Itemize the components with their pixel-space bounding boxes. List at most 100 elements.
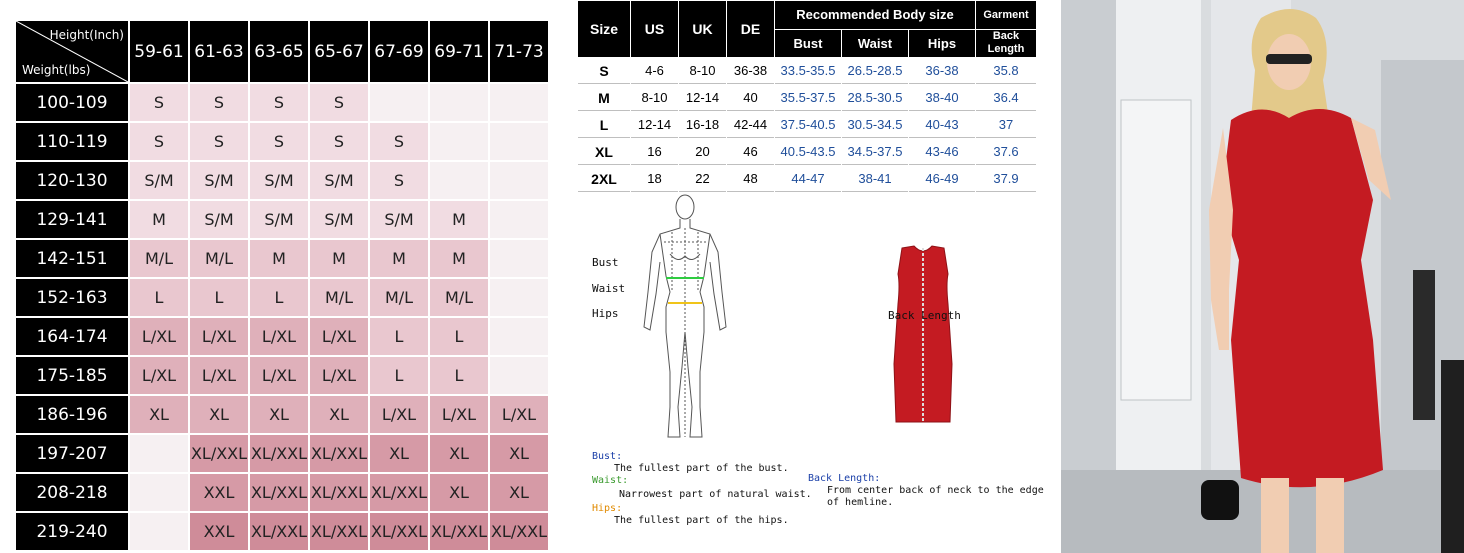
measurement-notes-left: Bust: The fullest part of the bust. Wais… <box>592 451 812 527</box>
size-cell <box>430 84 488 121</box>
height-header: 63-65 <box>250 21 308 82</box>
size-chart-de-cell: 40 <box>727 85 774 111</box>
note-hips-text: The fullest part of the hips. <box>614 515 789 526</box>
size-cell: M/L <box>370 279 428 316</box>
height-header: 69-71 <box>430 21 488 82</box>
hips-header: Hips <box>909 29 975 57</box>
size-chart-size-cell: XL <box>578 139 630 165</box>
size-cell: L/XL <box>190 318 248 355</box>
size-header: Size <box>578 1 630 57</box>
grid-row: 120-130 S/M S/M S/M S/M S <box>16 162 548 199</box>
size-chart-us-cell: 8-10 <box>631 85 678 111</box>
size-chart-hips-cell: 46-49 <box>909 166 975 192</box>
size-cell: S/M <box>250 162 308 199</box>
size-cell: XL <box>130 396 188 433</box>
size-chart-uk-cell: 8-10 <box>679 58 726 84</box>
size-cell <box>490 201 548 238</box>
size-chart-table: Size US UK DE Recommended Body size Garm… <box>577 0 1037 193</box>
size-cell: S/M <box>310 162 368 199</box>
size-chart-row: L 12-14 16-18 42-44 37.5-40.5 30.5-34.5 40-43 3… <box>578 112 1036 138</box>
size-cell: S <box>130 123 188 160</box>
note-waist-text: Narrowest part of natural waist. <box>619 489 812 500</box>
size-cell: M <box>370 240 428 277</box>
size-chart-uk-cell: 22 <box>679 166 726 192</box>
diagram-hips-label: Hips <box>592 307 619 320</box>
size-cell: S/M <box>250 201 308 238</box>
size-chart-hips-cell: 38-40 <box>909 85 975 111</box>
size-cell <box>430 162 488 199</box>
size-cell <box>490 162 548 199</box>
size-cell: XL/XXL <box>250 435 308 472</box>
grid-row: 186-196 XL XL XL XL L/XL L/XL L/XL <box>16 396 548 433</box>
note-back-text-1: From center back of neck to the edge <box>827 485 1044 496</box>
size-chart-size-cell: M <box>578 85 630 111</box>
weight-header: 164-174 <box>16 318 128 355</box>
size-cell: S/M <box>370 201 428 238</box>
size-chart-size-cell: L <box>578 112 630 138</box>
size-cell <box>130 474 188 511</box>
size-chart-bust-cell: 40.5-43.5 <box>775 139 841 165</box>
grid-header-row: Height(Inch) Weight(lbs) 59-61 61-63 63-… <box>16 21 548 82</box>
grid-row: 197-207 XL/XXL XL/XXL XL/XXL XL XL XL <box>16 435 548 472</box>
grid-row: 142-151 M/L M/L M M M M <box>16 240 548 277</box>
size-chart-row: M 8-10 12-14 40 35.5-37.5 28.5-30.5 38-40 36.4 <box>578 85 1036 111</box>
size-chart-hips-cell: 40-43 <box>909 112 975 138</box>
size-chart-us-cell: 12-14 <box>631 112 678 138</box>
grid-row: 175-185 L/XL L/XL L/XL L/XL L L <box>16 357 548 394</box>
size-chart-row: XL 16 20 46 40.5-43.5 34.5-37.5 43-46 37.6 <box>578 139 1036 165</box>
note-waist-title: Waist: <box>592 475 629 486</box>
note-bust-text: The fullest part of the bust. <box>614 463 789 474</box>
size-chart-size-cell: 2XL <box>578 166 630 192</box>
size-chart-waist-cell: 28.5-30.5 <box>842 85 908 111</box>
size-cell: L/XL <box>130 318 188 355</box>
size-cell <box>130 435 188 472</box>
size-chart-uk-cell: 16-18 <box>679 112 726 138</box>
size-cell: M/L <box>430 279 488 316</box>
size-cell: L <box>250 279 308 316</box>
weight-header: 120-130 <box>16 162 128 199</box>
size-cell: L <box>430 318 488 355</box>
weight-header: 175-185 <box>16 357 128 394</box>
size-chart-back-cell: 37 <box>976 112 1036 138</box>
size-cell: XL <box>370 435 428 472</box>
note-back-title: Back Length: <box>808 473 881 484</box>
size-cell: S/M <box>130 162 188 199</box>
note-hips-title: Hips: <box>592 503 623 514</box>
note-bust-title: Bust: <box>592 451 623 462</box>
grid-row: 152-163 L L L M/L M/L M/L <box>16 279 548 316</box>
weight-header: 100-109 <box>16 84 128 121</box>
size-chart-hips-cell: 43-46 <box>909 139 975 165</box>
size-cell: S <box>190 123 248 160</box>
size-chart-bust-cell: 44-47 <box>775 166 841 192</box>
size-chart-waist-cell: 38-41 <box>842 166 908 192</box>
size-cell: S <box>190 84 248 121</box>
size-cell: XL <box>490 435 548 472</box>
size-chart-uk-cell: 12-14 <box>679 85 726 111</box>
uk-header: UK <box>679 1 726 57</box>
size-chart-back-cell: 35.8 <box>976 58 1036 84</box>
size-chart-row: 2XL 18 22 48 44-47 38-41 46-49 37.9 <box>578 166 1036 192</box>
weight-header: 219-240 <box>16 513 128 550</box>
size-cell: XL <box>430 435 488 472</box>
size-cell: XL/XXL <box>430 513 488 550</box>
size-cell: XL/XXL <box>250 474 308 511</box>
height-axis-label: Height(Inch) <box>49 28 124 42</box>
size-cell: S <box>130 84 188 121</box>
weight-header: 142-151 <box>16 240 128 277</box>
size-cell: L/XL <box>130 357 188 394</box>
grid-corner-cell: Height(Inch) Weight(lbs) <box>16 21 128 82</box>
size-chart-hips-cell: 36-38 <box>909 58 975 84</box>
size-cell: S/M <box>190 162 248 199</box>
size-cell <box>490 279 548 316</box>
waist-header: Waist <box>842 29 908 57</box>
us-header: US <box>631 1 678 57</box>
size-chart-subheader-row: Bust Waist Hips Back Length <box>578 29 1036 57</box>
size-chart-waist-cell: 34.5-37.5 <box>842 139 908 165</box>
size-cell <box>370 84 428 121</box>
weight-axis-label: Weight(lbs) <box>22 63 91 77</box>
size-cell: M/L <box>190 240 248 277</box>
size-cell: L <box>430 357 488 394</box>
size-cell: M <box>130 201 188 238</box>
size-cell: XL/XXL <box>370 513 428 550</box>
size-cell: L <box>370 318 428 355</box>
